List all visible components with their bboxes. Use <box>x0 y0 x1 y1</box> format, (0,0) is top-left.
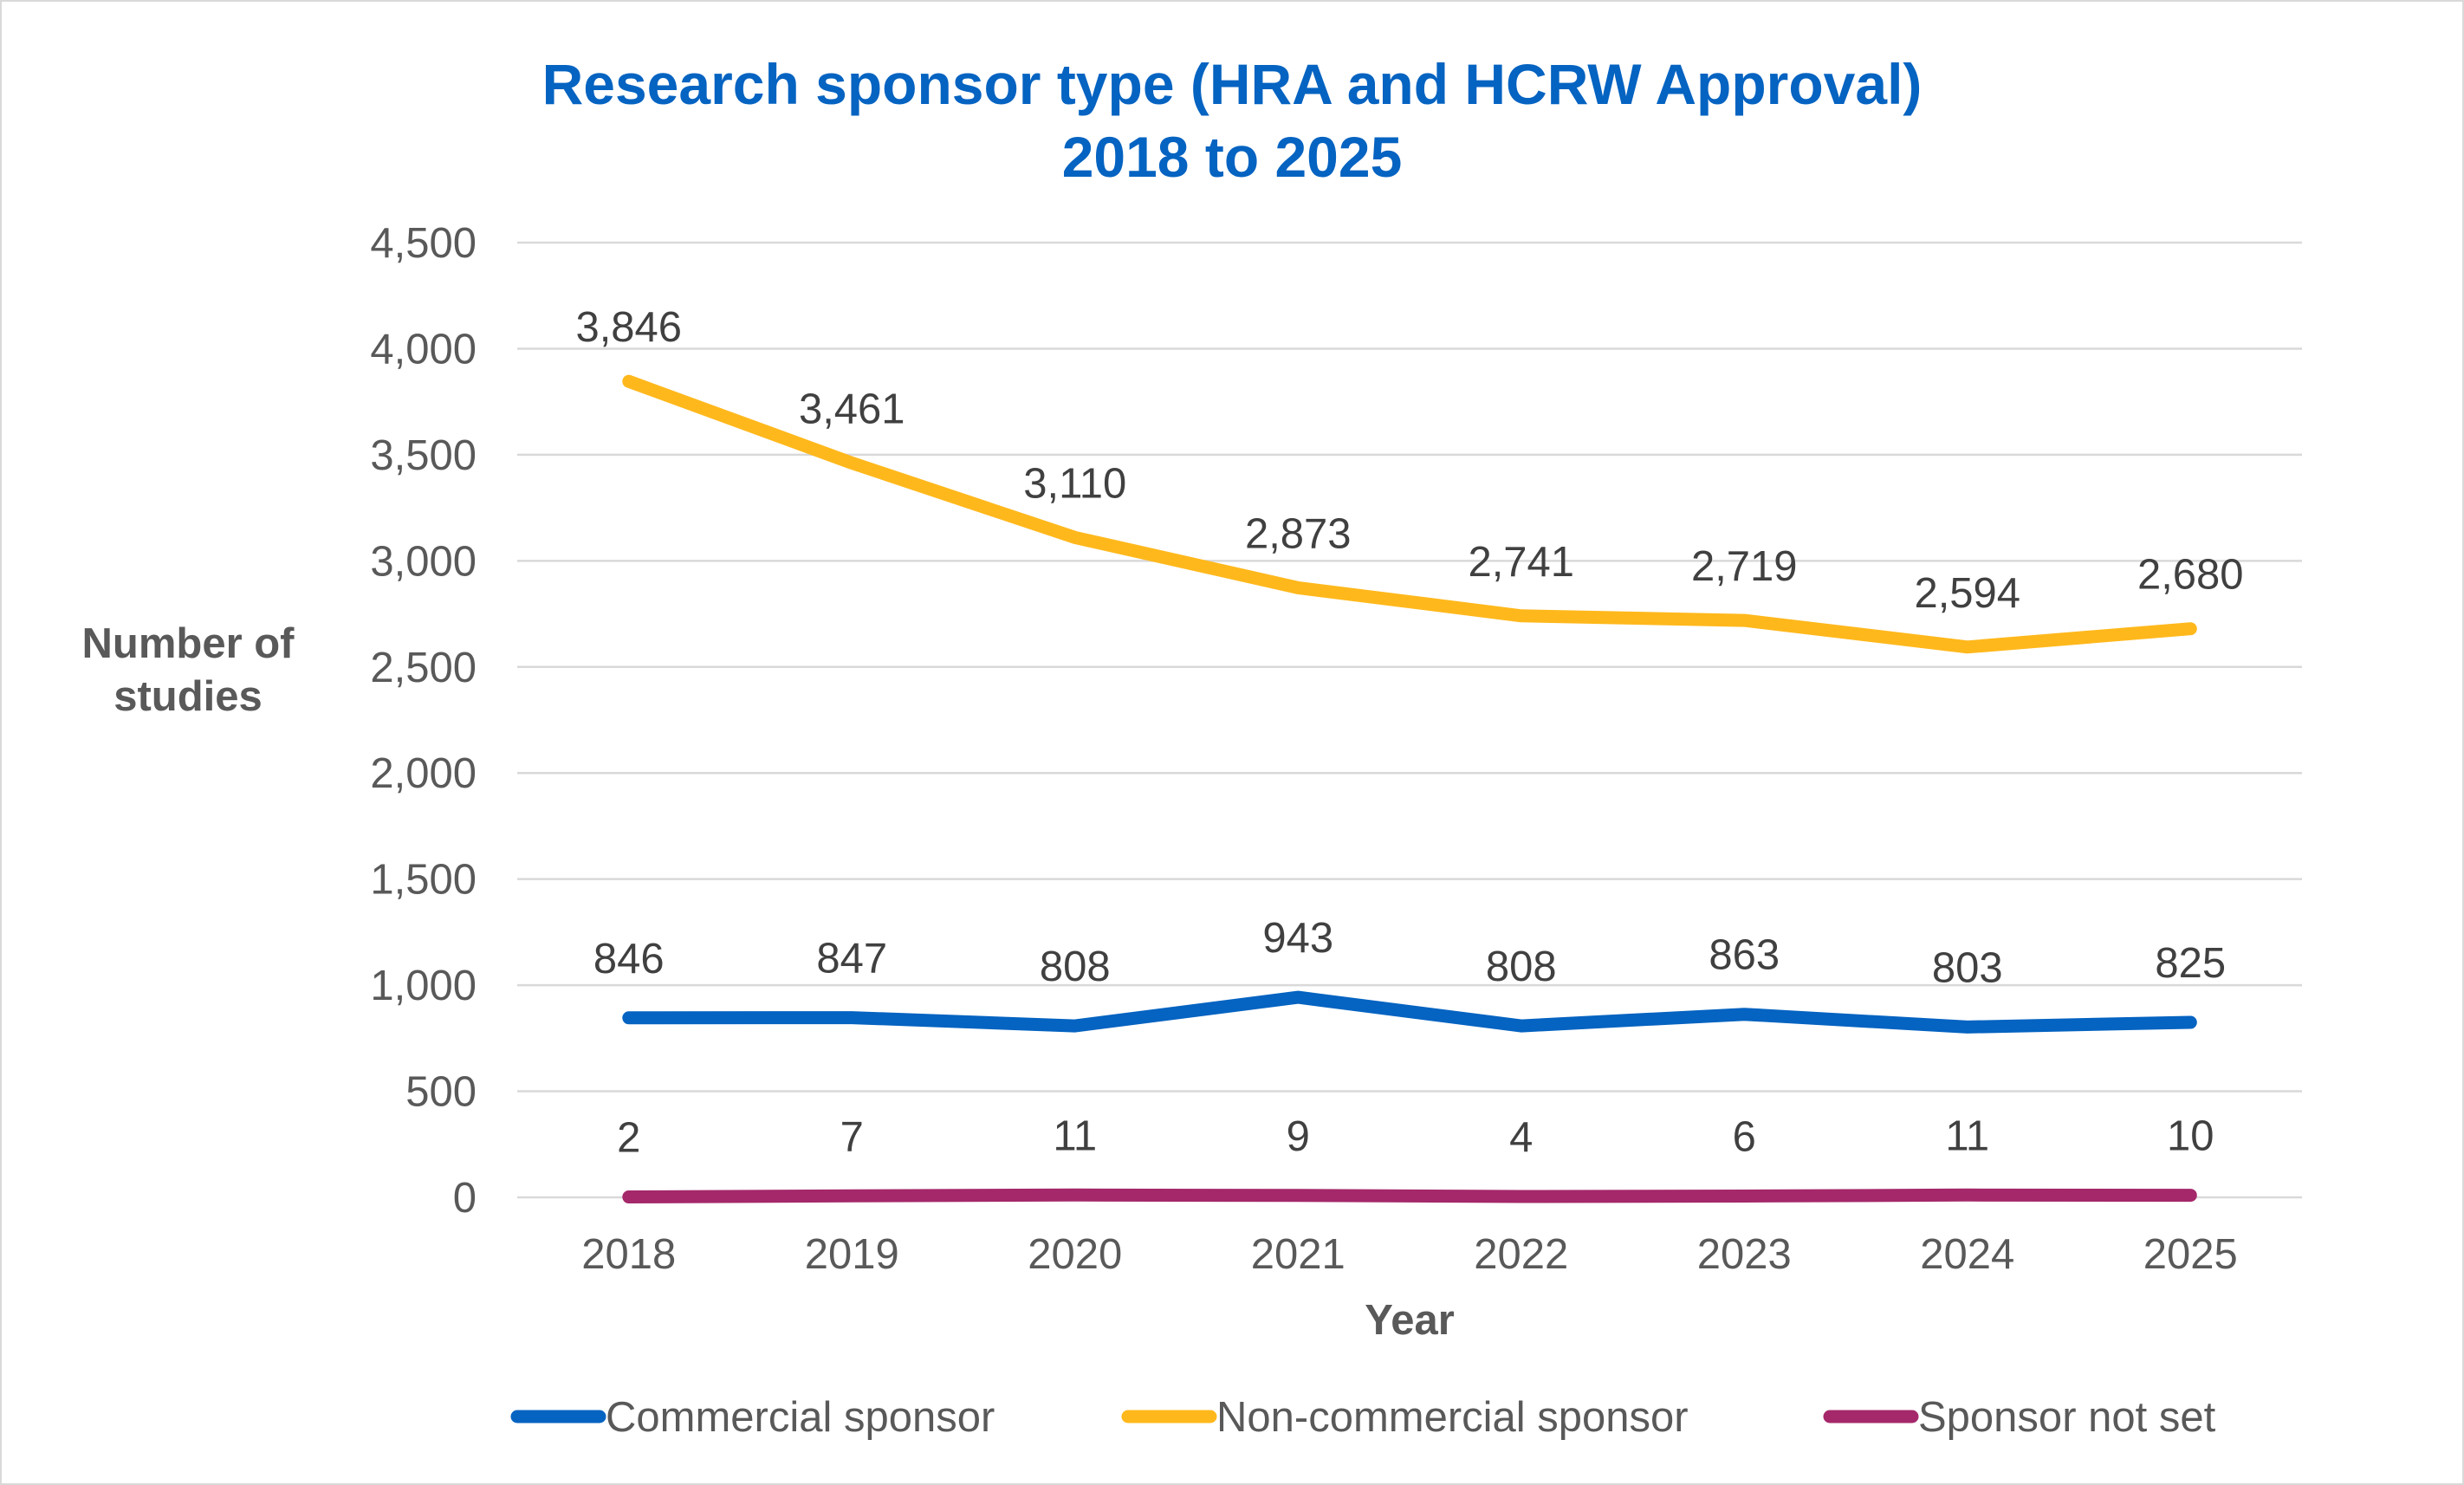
y-tick-label: 3,500 <box>370 432 477 479</box>
data-label: 10 <box>2167 1113 2214 1160</box>
data-label: 846 <box>593 936 665 982</box>
data-label: 11 <box>1053 1112 1097 1159</box>
x-axis-ticks: 2018 2019 2020 2021 2022 2023 2024 2025 <box>581 1231 2238 1278</box>
y-tick-label: 500 <box>405 1069 477 1116</box>
x-tick-label: 2024 <box>1920 1231 2014 1278</box>
y-tick-label: 1,000 <box>370 963 477 1009</box>
y-tick-label: 2,000 <box>370 750 477 797</box>
legend-label: Non-commercial sponsor <box>1216 1394 1689 1441</box>
data-label: 2 <box>617 1115 640 1162</box>
x-tick-label: 2025 <box>2143 1231 2238 1278</box>
x-tick-label: 2020 <box>1028 1231 1122 1278</box>
y-tick-label: 1,500 <box>370 857 477 904</box>
data-labels: 846 847 808 943 808 863 803 825 3,846 3,461 3,110 2… <box>575 304 2243 1161</box>
data-label: 863 <box>1709 932 1780 979</box>
chart-subtitle: 2018 to 2025 <box>1062 125 1403 189</box>
data-label: 3,461 <box>799 386 905 432</box>
data-label: 847 <box>816 936 887 982</box>
data-label: 7 <box>840 1113 864 1160</box>
legend-label: Sponsor not set <box>1918 1394 2216 1441</box>
data-label: 2,680 <box>2137 552 2244 599</box>
data-label: 3,110 <box>1023 460 1126 507</box>
gridlines <box>517 241 2302 1199</box>
data-label: 4 <box>1509 1114 1533 1161</box>
series-lines <box>622 374 2197 1203</box>
y-axis-ticks: 0 500 1,000 1,500 2,000 2,500 3,000 3,500 4,000 4… <box>370 220 477 1222</box>
data-label: 2,719 <box>1691 543 1798 590</box>
y-tick-label: 2,500 <box>370 645 477 691</box>
data-label: 9 <box>1287 1113 1310 1160</box>
x-tick-label: 2022 <box>1474 1231 1568 1278</box>
chart-title: Research sponsor type (HRA and HCRW Appr… <box>542 52 1923 116</box>
y-axis-title-line2: studies <box>113 673 263 720</box>
data-label: 6 <box>1733 1114 1756 1161</box>
legend-label: Commercial sponsor <box>606 1394 995 1441</box>
data-label: 11 <box>1945 1112 1989 1159</box>
series-line <box>622 990 2197 1034</box>
x-tick-label: 2023 <box>1697 1231 1792 1278</box>
x-tick-label: 2019 <box>805 1231 899 1278</box>
x-tick-label: 2018 <box>581 1231 676 1278</box>
data-label: 3,846 <box>575 304 682 351</box>
y-tick-label: 4,000 <box>370 326 477 373</box>
y-tick-label: 3,000 <box>370 538 477 585</box>
data-label: 943 <box>1262 915 1333 962</box>
series-line <box>622 1188 2197 1203</box>
x-axis-title: Year <box>1365 1297 1455 1344</box>
data-label: 803 <box>1932 944 2003 991</box>
data-label: 2,594 <box>1914 570 2020 617</box>
data-label: 2,741 <box>1468 539 1574 586</box>
legend: Commercial sponsor Non-commercial sponsor… <box>510 1394 2216 1441</box>
y-axis-title-line1: Number of <box>82 620 295 667</box>
y-tick-label: 4,500 <box>370 220 477 267</box>
y-tick-label: 0 <box>453 1175 477 1222</box>
data-label: 825 <box>2155 940 2226 987</box>
data-label: 808 <box>1486 944 1557 990</box>
data-label: 2,873 <box>1245 510 1352 557</box>
x-tick-label: 2021 <box>1251 1231 1345 1278</box>
data-label: 808 <box>1040 944 1111 990</box>
series-line <box>622 374 2197 654</box>
